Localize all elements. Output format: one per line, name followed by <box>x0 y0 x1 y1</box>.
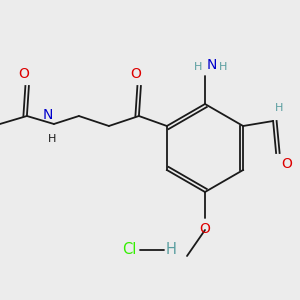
Text: O: O <box>19 67 29 81</box>
Text: O: O <box>200 222 210 236</box>
Text: H: H <box>48 134 56 144</box>
Text: Cl: Cl <box>122 242 136 257</box>
Text: H: H <box>194 62 202 72</box>
Text: H: H <box>166 242 177 257</box>
Text: H: H <box>219 62 227 72</box>
Text: N: N <box>43 108 53 122</box>
Text: O: O <box>281 157 292 171</box>
Text: N: N <box>207 58 217 72</box>
Text: H: H <box>275 103 284 113</box>
Text: O: O <box>130 67 141 81</box>
